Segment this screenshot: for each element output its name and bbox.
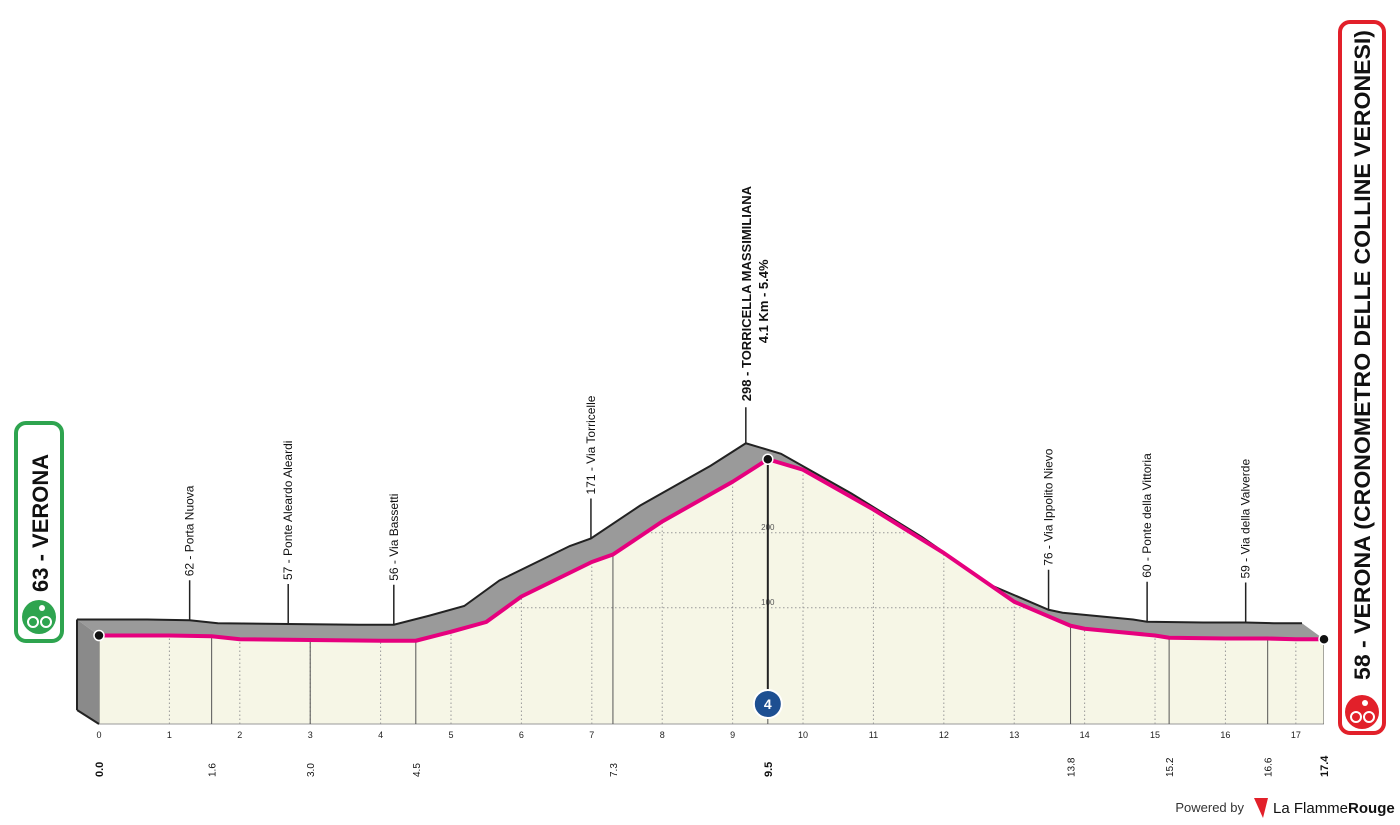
annotation-label: 56 - Via Bassetti (387, 494, 401, 581)
km-marker-label: 4.5 (412, 763, 423, 777)
km-marker-label: 9.5 (763, 762, 775, 777)
x-tick-label: 11 (869, 730, 878, 740)
annotation-label: 62 - Porta Nuova (183, 485, 197, 576)
icon-wheel (27, 616, 39, 628)
km-marker-label: 0.0 (94, 762, 106, 777)
km-marker-label: 16.6 (1264, 757, 1275, 777)
x-tick-label: 13 (1009, 730, 1019, 740)
icon-head (1362, 700, 1368, 706)
x-tick-label: 3 (308, 730, 313, 740)
x-tick-label: 16 (1220, 730, 1230, 740)
x-tick-label: 17 (1291, 730, 1301, 740)
annotation-label: 59 - Via della Valverde (1239, 459, 1253, 579)
x-tick-label: 6 (519, 730, 524, 740)
x-tick-label: 5 (449, 730, 454, 740)
start-dot (93, 629, 105, 642)
summit-label: 298 - TORRICELLA MASSIMILIANA (739, 185, 754, 401)
footer-brand: La FlammeRouge (1273, 800, 1395, 817)
km-marker-label: 7.3 (609, 763, 620, 777)
baseline-side (76, 709, 100, 725)
annotation-label: 171 - Via Torricelle (584, 395, 598, 494)
x-tick-label: 8 (660, 730, 665, 740)
climb-category: 4 (764, 696, 772, 712)
x-tick-label: 12 (939, 730, 949, 740)
start-badge (14, 421, 64, 643)
profile-fill (99, 459, 1324, 724)
x-tick-label: 15 (1150, 730, 1160, 740)
start-label: 63 - VERONA (28, 454, 53, 592)
start-icon (22, 600, 56, 634)
icon-wheel (1350, 711, 1362, 723)
km-marker-label: 15.2 (1165, 757, 1176, 777)
summit-dot (762, 453, 774, 465)
annotation-label: 60 - Ponte della Vittoria (1140, 453, 1154, 578)
x-tick-label: 9 (730, 730, 735, 740)
icon-wheel (1363, 711, 1375, 723)
finish-dot (1318, 633, 1330, 645)
finish-label: 58 - VERONA (CRONOMETRO DELLE COLLINE VE… (1350, 30, 1375, 680)
x-tick-label: 1 (167, 730, 172, 740)
x-tick-label: 10 (798, 730, 808, 740)
brand-accent: Rouge (1348, 800, 1395, 817)
km-marker-label: 17.4 (1319, 755, 1331, 777)
x-tick-label: 2 (237, 730, 242, 740)
x-tick-label: 4 (378, 730, 383, 740)
icon-wheel (40, 616, 52, 628)
profile-line (99, 457, 1324, 643)
profile-band (77, 443, 1324, 641)
footer-logo (1254, 798, 1268, 818)
finish-icon (1345, 695, 1379, 729)
finish-badge (1338, 20, 1386, 735)
climb-badge (752, 689, 783, 719)
km-marker-label: 13.8 (1067, 757, 1078, 777)
icon-head (39, 605, 45, 611)
x-tick-label: 7 (589, 730, 594, 740)
profile-side (77, 619, 99, 724)
x-tick-label: 14 (1080, 730, 1090, 740)
annotation-label: 76 - Via Ippolito Nievo (1042, 448, 1056, 566)
footer-powered: Powered by (1175, 800, 1244, 815)
annotation-label: 57 - Ponte Aleardo Aleardi (281, 441, 295, 580)
km-marker-label: 3.0 (306, 763, 317, 777)
x-tick-label: 0 (96, 730, 101, 740)
profile-band-edge (77, 442, 1302, 626)
brand-text: La Flamme (1273, 800, 1348, 817)
summit-detail: 4.1 Km - 5.4% (756, 259, 771, 343)
km-marker-label: 1.6 (208, 763, 219, 777)
